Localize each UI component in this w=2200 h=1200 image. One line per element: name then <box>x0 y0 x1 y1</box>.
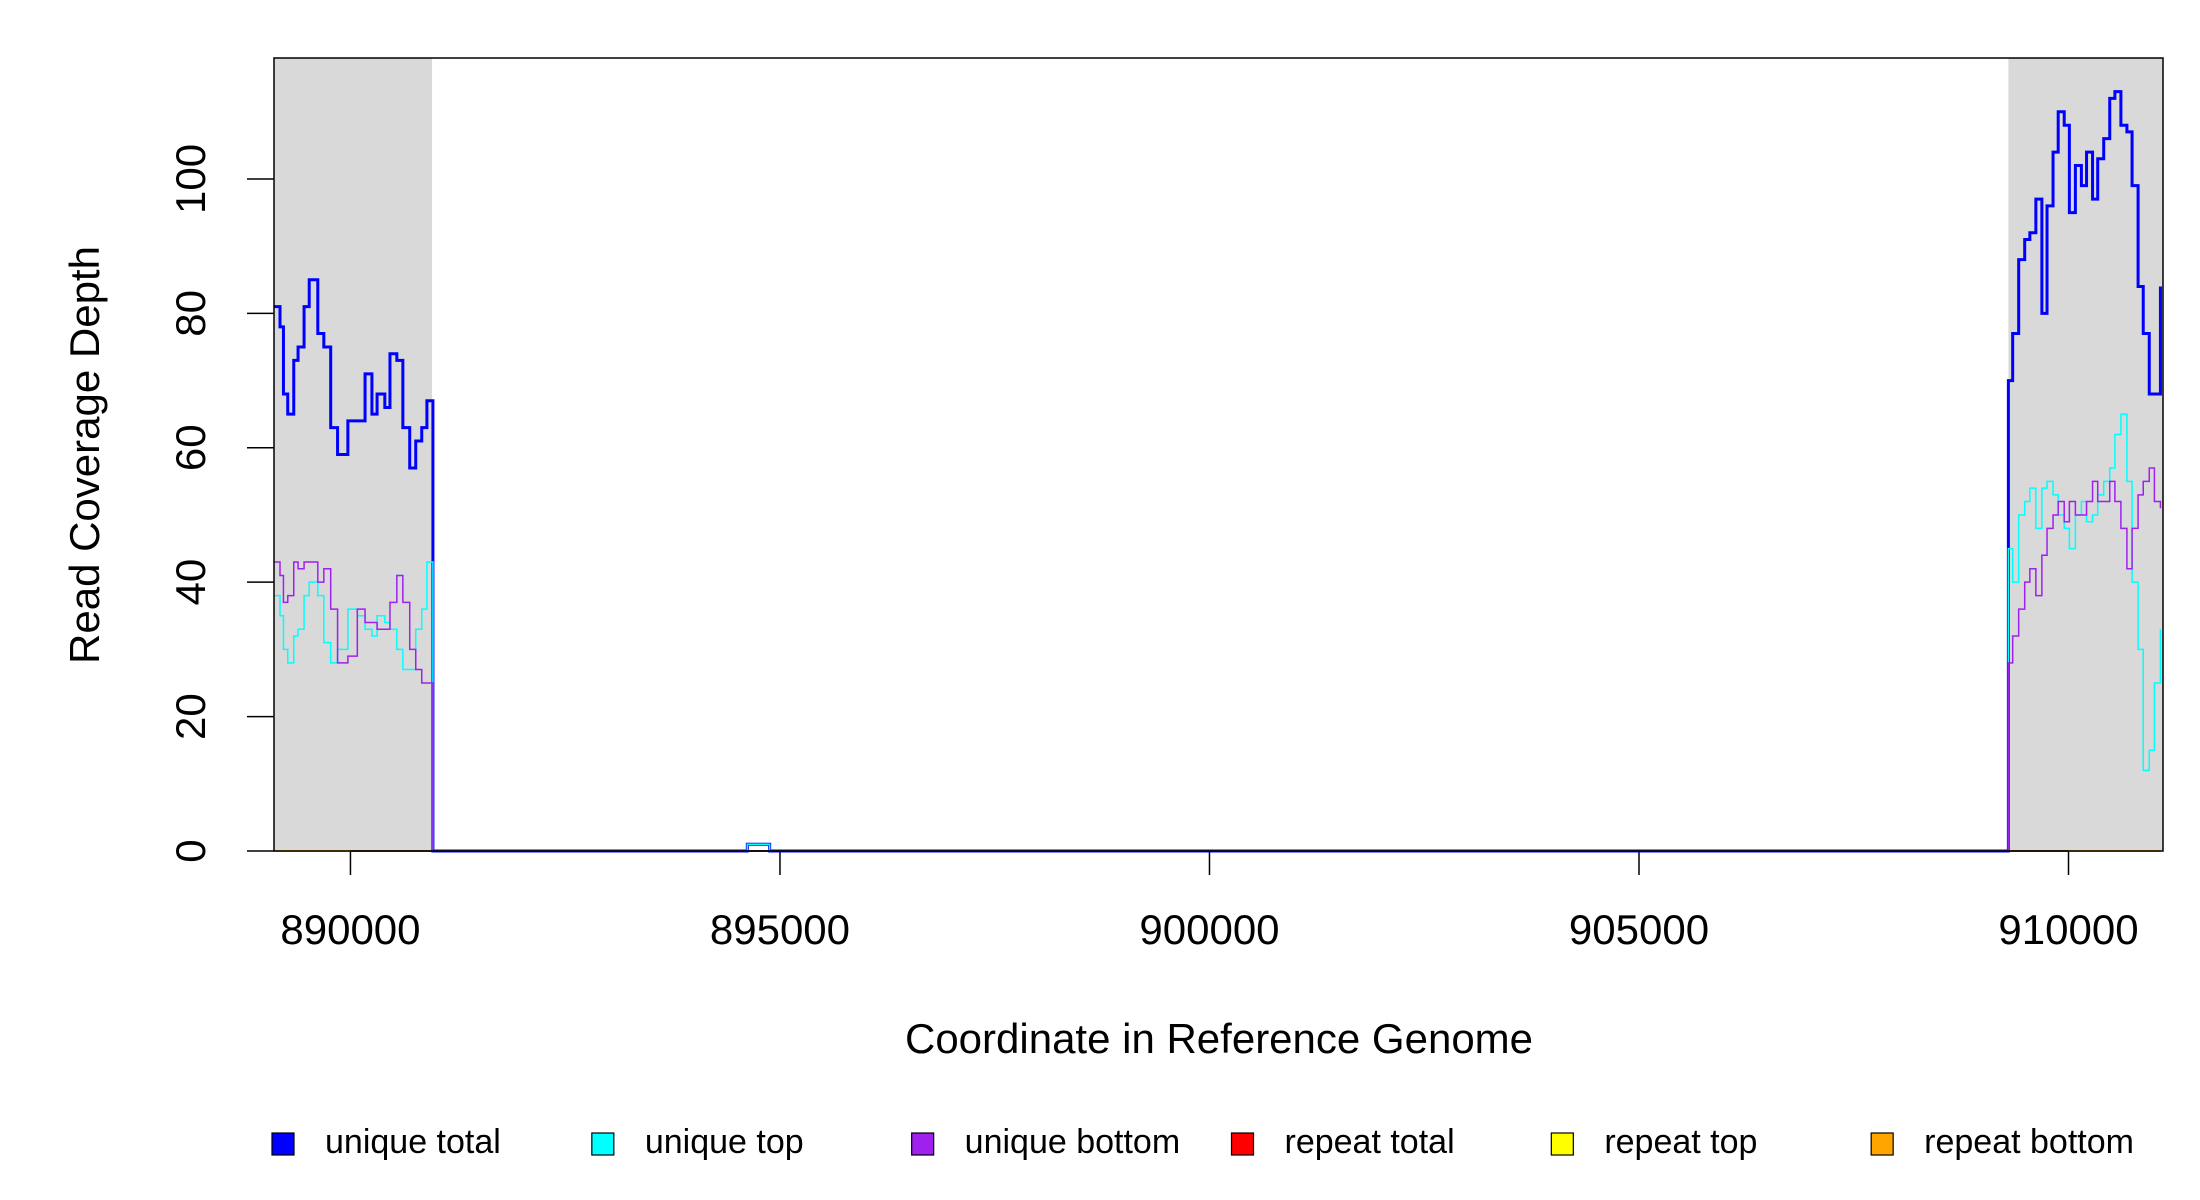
series-line <box>274 467 2162 852</box>
x-tick-label: 890000 <box>280 906 420 953</box>
legend-label: repeat total <box>1285 1123 1455 1161</box>
y-axis-label: Read Coverage Depth <box>61 246 108 664</box>
y-tick-label: 40 <box>167 559 214 606</box>
x-axis-label: Coordinate in Reference Genome <box>905 1015 1533 1062</box>
series-line <box>274 90 2162 853</box>
legend-label: unique bottom <box>965 1123 1181 1161</box>
legend-swatch <box>591 1132 615 1156</box>
y-tick-label: 100 <box>167 144 214 214</box>
shaded-region <box>274 58 433 851</box>
y-tick-label: 60 <box>167 424 214 471</box>
legend-swatch <box>1550 1132 1574 1156</box>
plot-frame <box>273 57 2164 852</box>
y-tick-label: 0 <box>167 839 214 862</box>
series-line <box>274 413 2162 852</box>
x-tick-label: 895000 <box>710 906 850 953</box>
y-tick-label: 20 <box>167 693 214 740</box>
legend-swatch <box>1870 1132 1894 1156</box>
x-tick-label: 905000 <box>1569 906 1709 953</box>
legend-label: repeat top <box>1604 1123 1757 1161</box>
x-tick-label: 910000 <box>1998 906 2138 953</box>
legend-label: unique total <box>325 1123 501 1161</box>
legend-label: repeat bottom <box>1924 1123 2134 1161</box>
y-tick-label: 80 <box>167 290 214 337</box>
legend-label: unique top <box>645 1123 804 1161</box>
legend-swatch <box>1230 1132 1255 1156</box>
legend-swatch <box>911 1132 935 1156</box>
x-tick-label: 900000 <box>1139 906 1279 953</box>
legend-swatch <box>271 1132 295 1156</box>
